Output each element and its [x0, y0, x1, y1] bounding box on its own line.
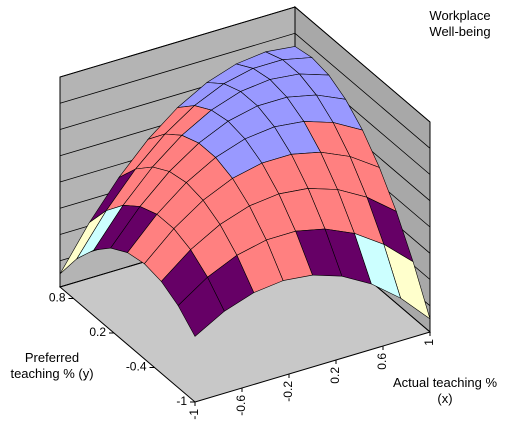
grid-line [59, 6, 431, 123]
y-tick-label: -1 [176, 394, 187, 408]
x-tick-label: -0.2 [281, 381, 295, 402]
x-tick-label: 0.2 [328, 367, 342, 384]
y-tick-label: 0.2 [89, 325, 106, 339]
x-tick-label: 0.6 [375, 353, 389, 370]
x-tick-label: -0.6 [234, 395, 248, 416]
y-tick-label: -0.4 [126, 360, 147, 374]
x-tick-label: -1 [187, 409, 201, 420]
y-tick-label: 0.8 [49, 291, 66, 305]
y-axis-label: Preferred teaching % (y) [10, 350, 94, 381]
x-axis-label: Actual teaching % (x) [392, 375, 498, 406]
x-tick-label: 1 [422, 339, 436, 346]
chart-title: Workplace Well-being [429, 8, 491, 39]
grid-line [59, 32, 431, 149]
surface-patch [177, 276, 225, 337]
